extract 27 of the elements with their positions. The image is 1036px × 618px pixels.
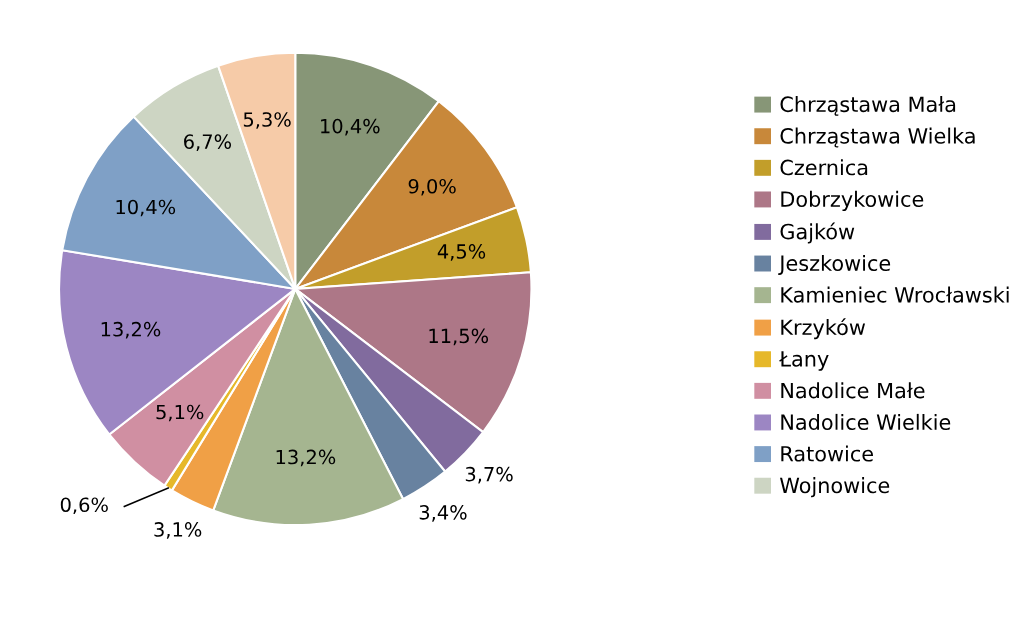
legend-label: Nadolice Małe [781,382,925,399]
data-label: 5,1% [156,404,204,422]
legend-label: Łany [779,351,829,371]
legend-label: Chrząstawa Wielka [780,127,975,148]
data-label: 4,5% [437,244,486,261]
data-label: 3,7% [465,466,513,484]
legend-label: Czernica [780,159,868,176]
data-label: 13,2% [276,449,336,467]
legend-label: Jeszkowice [778,254,891,275]
data-label: 13,2% [101,321,161,339]
legend-label: Kamieniec Wrocławski [781,286,1009,303]
legend-label: Dobrzykowice [781,190,924,212]
data-label: 10,4% [321,118,380,136]
data-label: 9,0% [408,178,456,196]
legend-label: Ratowice [781,445,873,462]
legend-label: Chrząstawa Mała [780,96,956,116]
legend-label: Gajków [780,222,855,244]
data-label: 11,5% [429,328,489,346]
data-label: 3,4% [419,505,467,522]
legend-label: Krzyków [781,318,866,340]
legend-label: Wojnowice [780,477,890,498]
legend-label: Nadolice Wielkie [781,413,951,430]
data-label: 3,1% [154,522,202,539]
data-label: 6,7% [184,134,232,151]
data-label: 10,4% [116,199,176,217]
data-label: 5,3% [243,112,291,129]
data-label: 0,6% [60,497,108,515]
